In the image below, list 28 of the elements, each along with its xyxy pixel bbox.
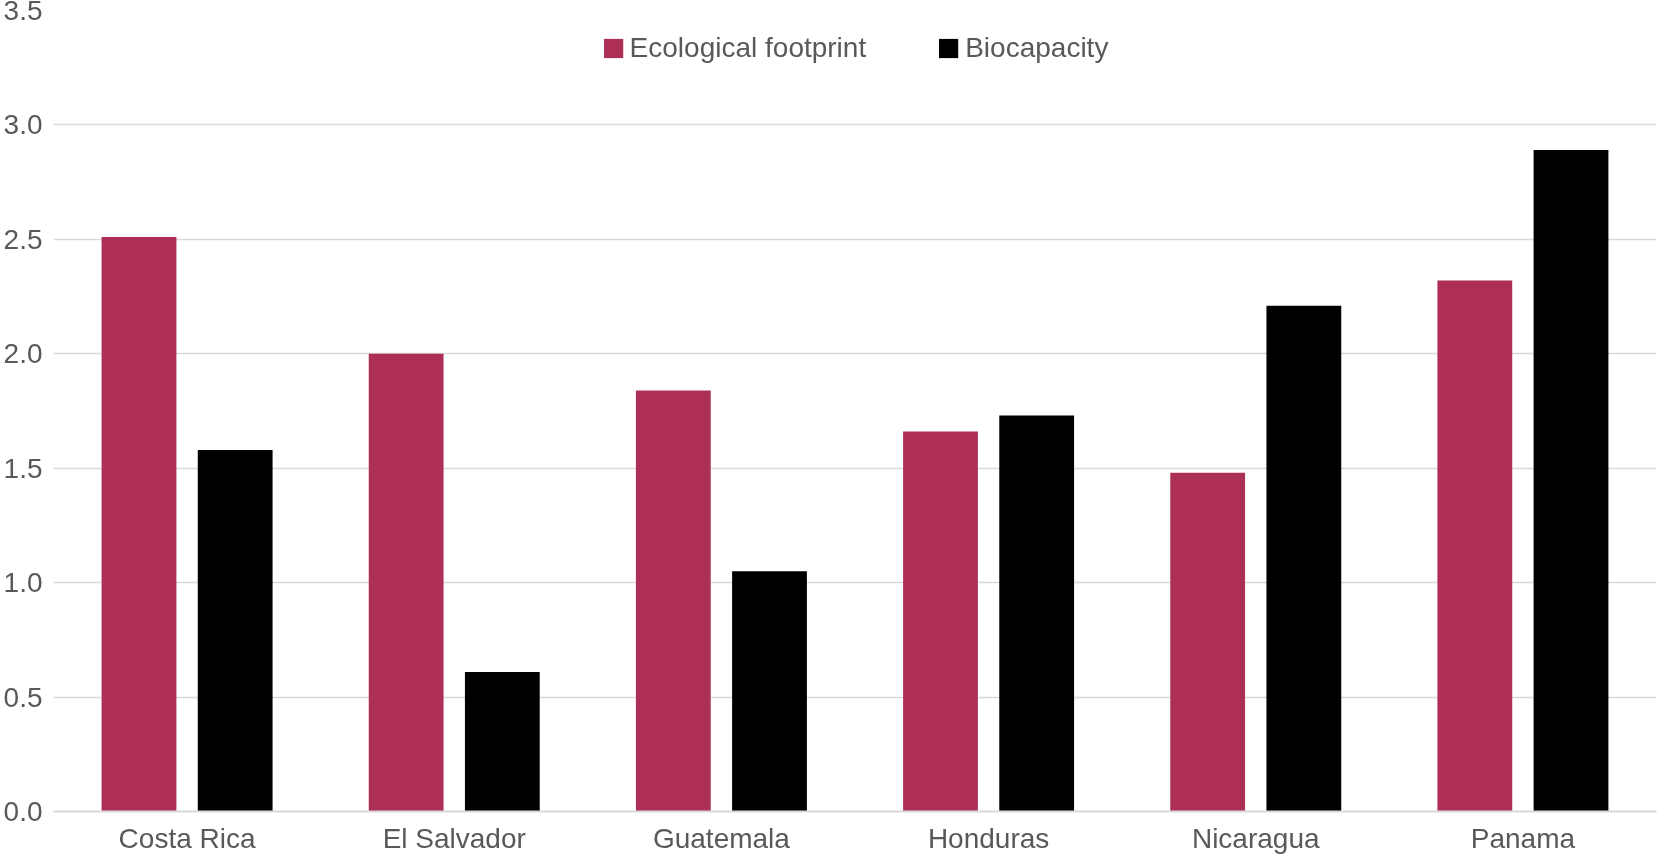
x-tick-label: Honduras [927,822,1050,854]
bar [1266,305,1342,812]
bar [101,237,177,812]
legend-label: Ecological footprint [629,32,867,64]
x-tick-label: Guatemala [652,822,791,854]
x-tick-label: Panama [1470,822,1576,854]
y-tick-label: 0.0 [3,796,43,827]
x-tick-label: Nicaragua [1191,822,1320,854]
y-tick-label: 1.5 [3,452,43,484]
y-tick-label: 2.5 [3,223,43,255]
y-tick-label: 3.5 [3,0,43,26]
y-tick-label: 3.0 [3,109,43,141]
bar [999,415,1075,812]
y-tick-label: 0.5 [3,681,43,713]
bar [1437,280,1513,812]
bar [368,353,444,812]
y-tick-label: 2.0 [3,338,43,370]
bar [1533,150,1609,812]
bar [1170,472,1246,812]
y-tick-label: 1.0 [3,567,43,599]
bar [732,571,807,812]
bar [197,449,273,812]
bar [903,431,978,812]
bar [464,671,540,812]
x-tick-label: El Salvador [382,822,526,854]
legend-label: Biocapacity [965,32,1109,64]
x-tick-label: Costa Rica [118,822,256,854]
bar [635,390,711,812]
